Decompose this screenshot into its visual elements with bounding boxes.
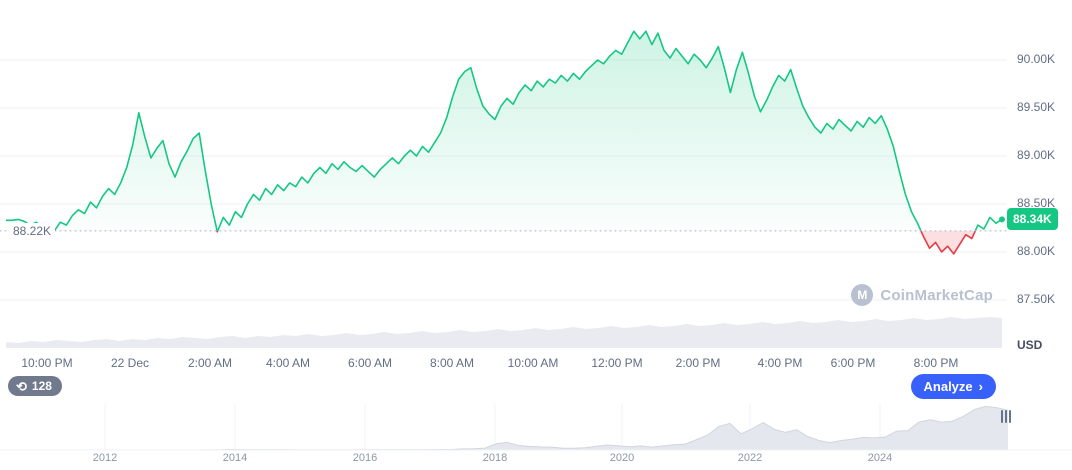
analyze-button[interactable]: Analyze › [910,374,996,399]
timeline-drag-handle[interactable] [1001,408,1011,424]
time-tick-label: 6:00 AM [347,356,393,370]
price-tick-label: 88.50K [1017,196,1056,210]
coinmarketcap-logo-icon: M [851,284,874,306]
time-tick-label: 22 Dec [110,356,150,370]
year-tick-label: 2022 [737,452,763,464]
chart-toolbar: ⟲ 128 Analyze › [0,374,1072,402]
time-tick-label: 6:00 PM [830,356,876,370]
timeline-area-chart[interactable] [0,402,1072,452]
chevron-right-icon: › [978,379,983,394]
time-tick-label: 8:00 AM [429,356,475,370]
price-tick-label: 89.50K [1017,100,1056,114]
watermark-text: CoinMarketCap [880,286,993,304]
time-tick-label: 2:00 PM [675,356,721,370]
time-tick-label: 4:00 PM [757,356,803,370]
year-tick-label: 2012 [92,452,118,464]
time-tick-label: 2:00 AM [187,356,233,370]
year-tick-label: 2018 [482,452,508,464]
time-tick-label: 8:00 PM [913,356,959,370]
time-tick-label: 12:00 PM [591,356,643,370]
baseline-price-label: 88.22K [9,222,56,239]
time-axis: 10:00 PM 22 Dec 2:00 AM 4:00 AM 6:00 AM 8:00 … [0,356,1007,374]
price-line-chart[interactable] [0,0,1007,355]
history-counter-badge[interactable]: ⟲ 128 [8,376,62,396]
price-chart-canvas[interactable]: 88.22K M CoinMarketCap [0,0,1007,355]
time-tick-label: 4:00 AM [265,356,311,370]
price-tick-label: 88.00K [1017,244,1056,258]
history-clock-icon: ⟲ [16,378,27,394]
analyze-label: Analyze [923,379,973,394]
price-tick-label: 90.00K [1017,52,1056,66]
logo-letter: M [857,288,868,302]
time-tick-label: 10:00 AM [507,356,559,370]
current-price-badge: 88.34K [1007,208,1058,231]
timeline-navigator[interactable]: 2012 2014 2016 2018 2020 2022 2024 [0,402,1072,470]
price-axis: 88.34K USD 90.00K 89.50K 89.00K 88.50K 88.00… [1007,0,1072,372]
coinmarketcap-watermark: M CoinMarketCap [851,284,993,306]
year-tick-label: 2016 [352,452,378,464]
year-tick-label: 2020 [609,452,635,464]
currency-label: USD [1017,338,1043,352]
year-tick-label: 2014 [222,452,248,464]
time-tick-label: 10:00 PM [21,356,73,370]
price-tick-label: 89.00K [1017,148,1056,162]
price-tick-label: 87.50K [1017,292,1056,306]
year-tick-label: 2024 [867,452,893,464]
counter-value: 128 [31,379,52,393]
